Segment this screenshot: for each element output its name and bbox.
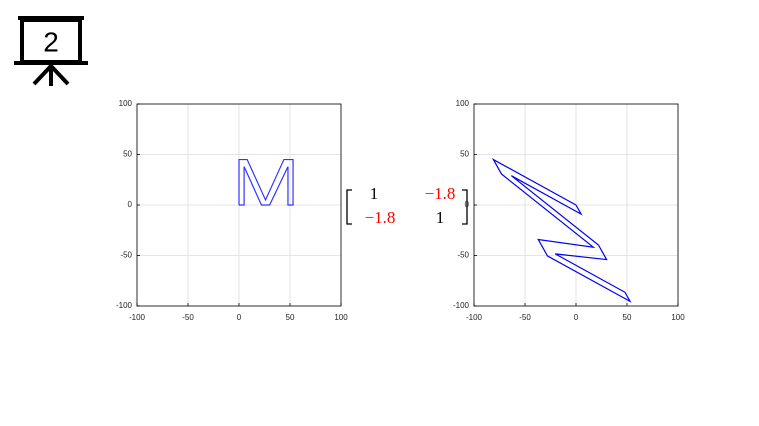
y-tick-label: 50: [123, 150, 132, 159]
x-tick-label: 0: [574, 313, 579, 322]
x-tick-label: -100: [466, 313, 483, 322]
line: [491, 158, 632, 303]
x-tick-label: 0: [237, 313, 242, 322]
y-tick-label: 100: [119, 99, 133, 108]
y-tick-label: -50: [120, 251, 132, 260]
x-tick-label: -50: [519, 313, 531, 322]
x-tick-label: 50: [623, 313, 632, 322]
x-tick-label: 50: [286, 313, 295, 322]
y-tick-label: 50: [460, 150, 469, 159]
x-tick-label: 100: [671, 313, 685, 322]
matrix-entry: 1: [370, 184, 379, 203]
y-tick-label: -50: [457, 251, 469, 260]
slide-number: 2: [43, 26, 59, 57]
plot-frame: [473, 103, 679, 307]
matrix-entry: 1: [436, 208, 445, 227]
presentation-icon: [14, 16, 88, 86]
y-tick-label: -100: [116, 301, 133, 310]
y-tick-label: 100: [456, 99, 470, 108]
x-tick-label: 100: [334, 313, 348, 322]
plot-frame: [136, 103, 342, 307]
line: [238, 158, 294, 206]
matrix-brackets: [346, 189, 468, 225]
y-tick-label: 0: [465, 200, 470, 209]
x-tick-label: -50: [182, 313, 194, 322]
y-tick-label: 0: [128, 200, 133, 209]
matrix-entry: −1.8: [425, 184, 456, 203]
y-tick-label: -100: [453, 301, 470, 310]
x-tick-label: -100: [129, 313, 146, 322]
matrix-entry: −1.8: [365, 208, 396, 227]
